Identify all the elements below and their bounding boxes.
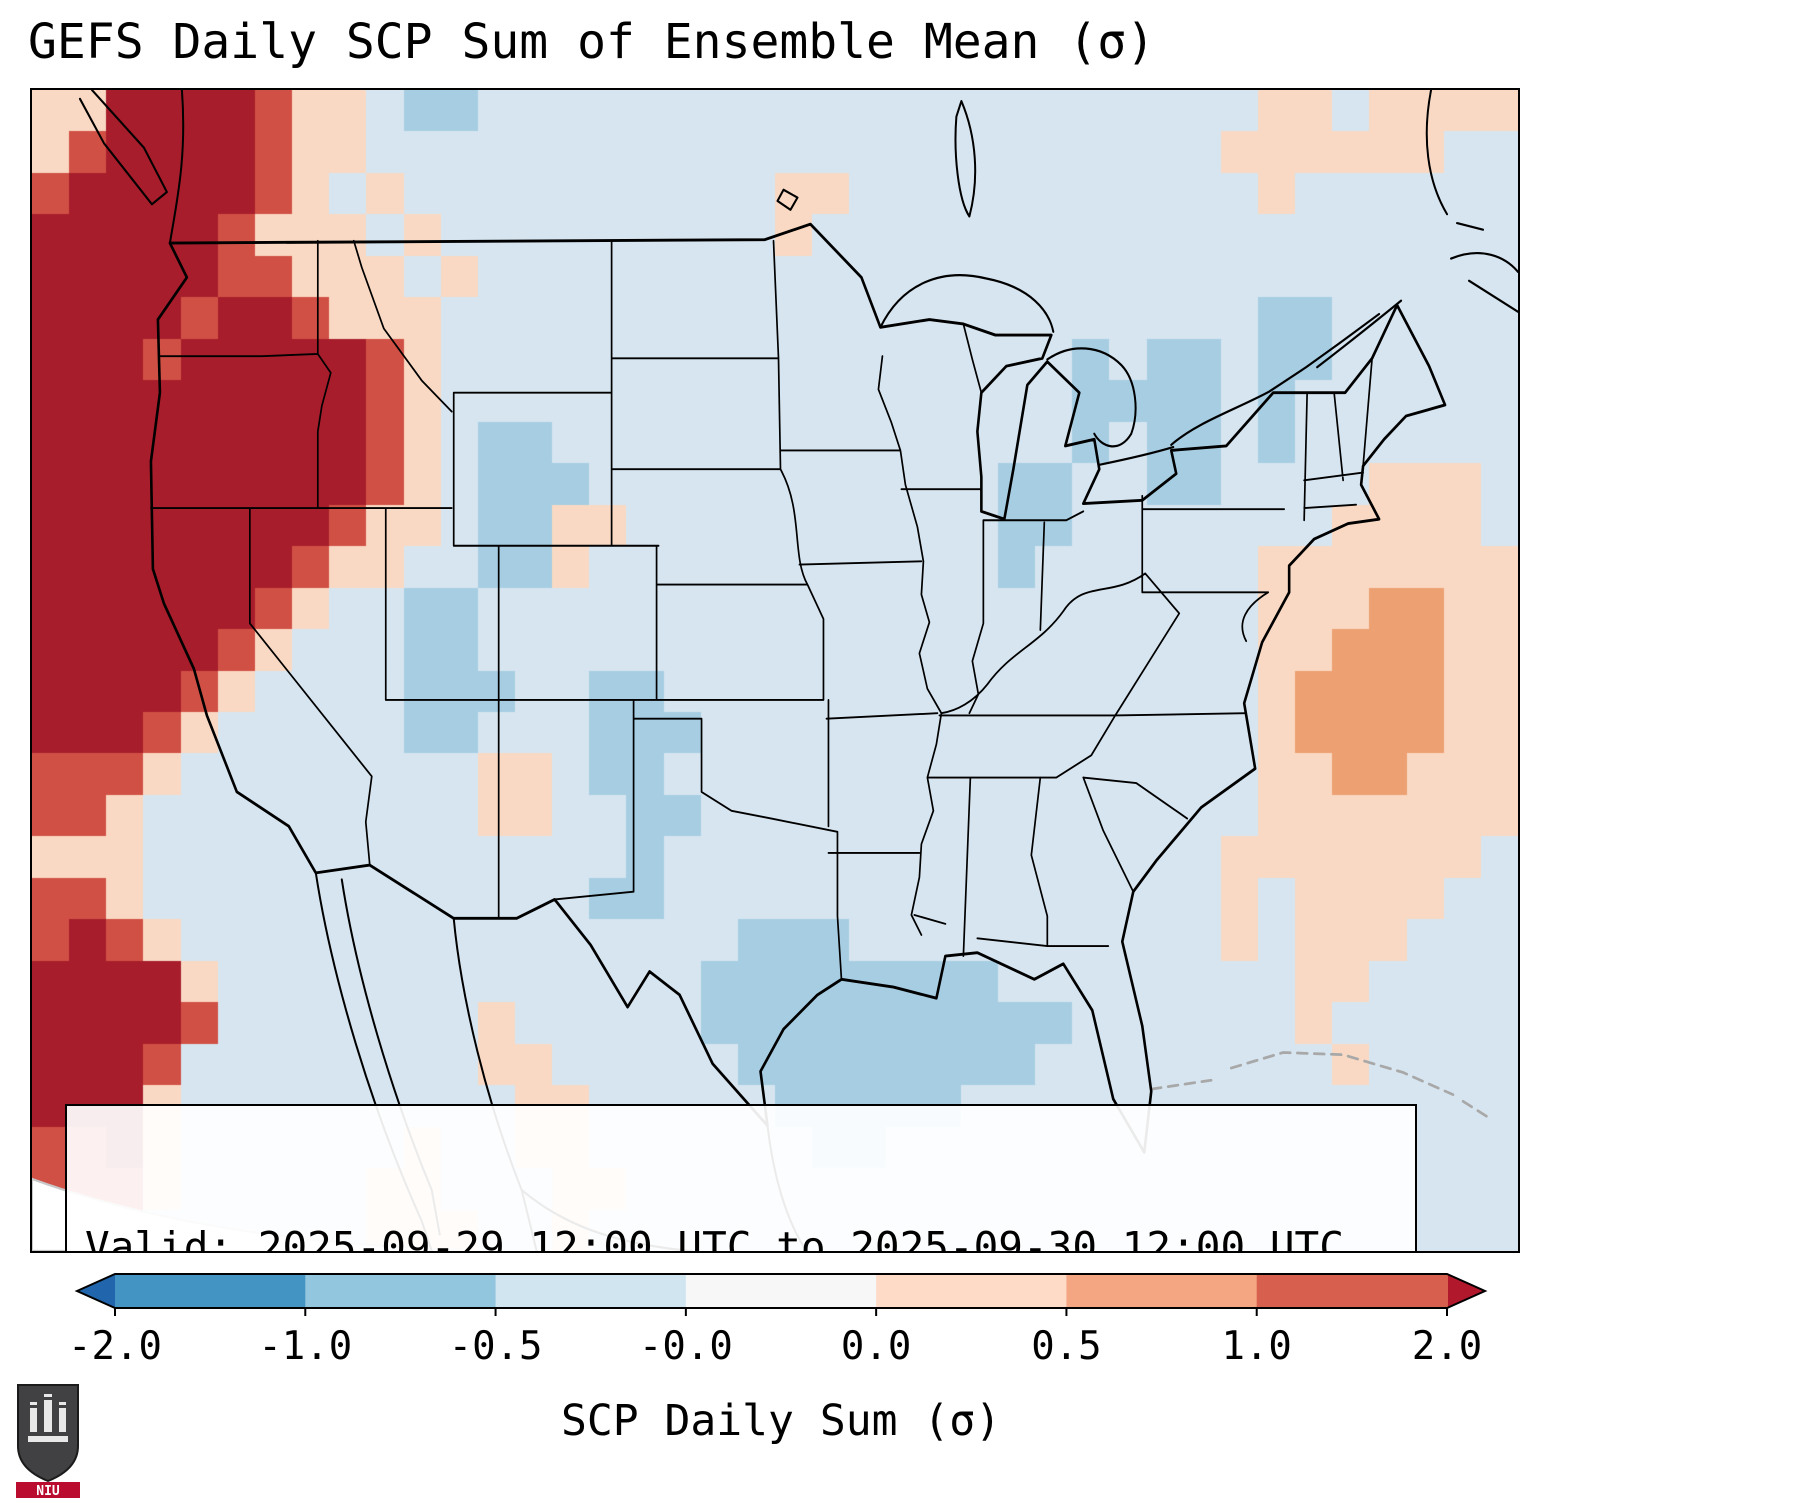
colorbar-svg: [74, 1273, 1488, 1316]
colorbar-segment: [495, 1274, 687, 1308]
state-borders: [150, 239, 1373, 981]
map-area: Valid: 2025-09-29 12:00 UTC to 2025-09-3…: [30, 88, 1520, 1253]
valid-time-text: Valid: 2025-09-29 12:00 UTC to 2025-09-3…: [85, 1222, 1344, 1253]
chart-title: GEFS Daily SCP Sum of Ensemble Mean (σ): [28, 14, 1156, 70]
colorbar-extend-arrow: [1447, 1274, 1485, 1308]
colorbar-segment: [876, 1274, 1068, 1308]
colorbar-tick-label: -2.0: [68, 1324, 162, 1369]
mexico-coastlines: [314, 871, 808, 1251]
colorbar-segment: [1066, 1274, 1258, 1308]
colorbar-extend-arrow: [77, 1274, 115, 1308]
colorbar-tick-label: 0.0: [840, 1324, 912, 1369]
colorbar-segment: [305, 1274, 497, 1308]
canada-coastlines: [78, 90, 1518, 466]
colorbar-tick-label: 2.0: [1411, 1324, 1483, 1369]
colorbar-tick-label: 1.0: [1221, 1324, 1292, 1369]
colorbar-segment: [685, 1274, 878, 1308]
cuba-coastline: [1149, 1051, 1493, 1121]
colorbar-tick-label: 0.5: [1031, 1324, 1102, 1369]
colorbar-tick-labels: -2.0 -1.0 -0.5 -0.0 0.0 0.5 1.0 2.0: [0, 1324, 1803, 1372]
colorbar-tick-label: -0.0: [638, 1324, 733, 1369]
info-box: Valid: 2025-09-29 12:00 UTC to 2025-09-3…: [65, 1104, 1417, 1253]
basemap-overlay: [32, 90, 1518, 1251]
logo-shield: [17, 1384, 79, 1483]
niu-logo: NIU: [16, 1384, 80, 1498]
logo-text: NIU: [36, 1484, 60, 1498]
colorbar-segment: [1256, 1274, 1448, 1308]
logo-castle-icon: [28, 1394, 68, 1442]
colorbar-label: SCP Daily Sum (σ): [560, 1396, 1002, 1446]
logo-banner: [16, 1482, 80, 1498]
colorbar-tick-label: -1.0: [258, 1324, 353, 1369]
us-coastline: [149, 222, 1447, 1154]
colorbar-tick-label: -0.5: [448, 1324, 543, 1369]
colorbar-segment: [115, 1274, 307, 1308]
